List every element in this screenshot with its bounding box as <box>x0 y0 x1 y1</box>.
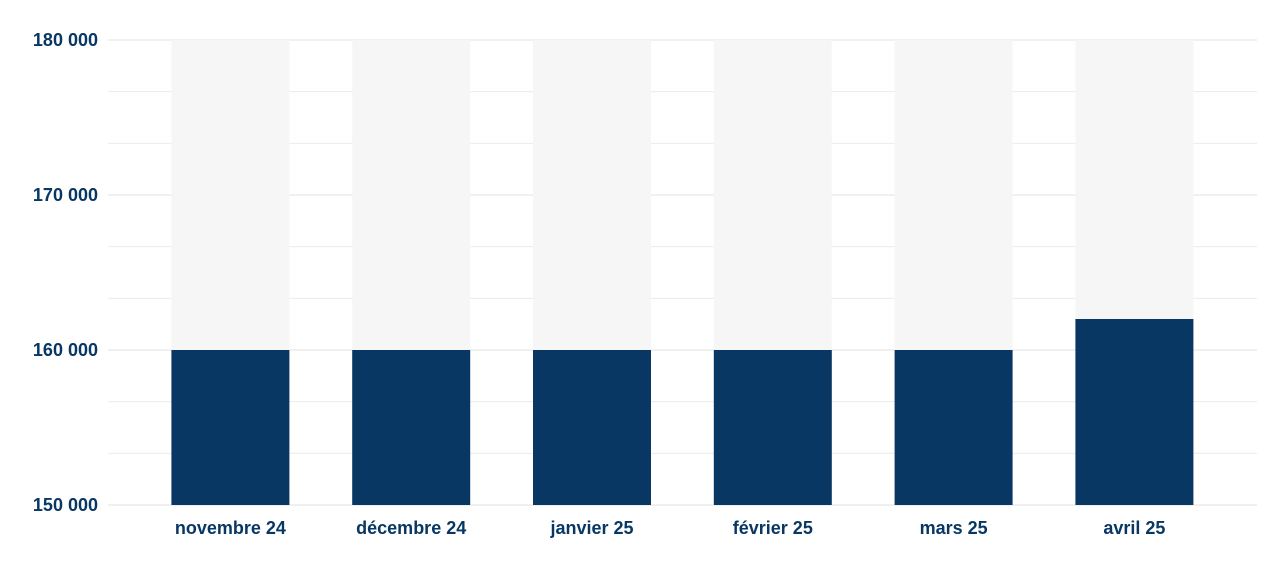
x-tick-label: janvier 25 <box>549 518 633 538</box>
x-axis-category-labels: novembre 24 décembre 24 janvier 25 février … <box>175 518 1166 538</box>
grid-lines <box>108 39 1257 506</box>
bar <box>352 350 471 505</box>
y-tick-label: 160 000 <box>33 340 98 360</box>
bar <box>1075 319 1194 505</box>
y-tick-label: 170 000 <box>33 185 98 205</box>
bar <box>533 350 651 505</box>
bars <box>171 319 1194 505</box>
y-tick-label: 150 000 <box>33 495 98 515</box>
x-tick-label: mars 25 <box>920 518 988 538</box>
bar <box>171 350 290 505</box>
x-tick-label: décembre 24 <box>356 518 466 538</box>
bar <box>713 350 832 505</box>
bar <box>894 350 1013 505</box>
y-tick-label: 180 000 <box>33 30 98 50</box>
x-tick-label: novembre 24 <box>175 518 286 538</box>
x-tick-label: février 25 <box>733 518 813 538</box>
x-tick-label: avril 25 <box>1103 518 1165 538</box>
y-axis-tick-labels: 150 000 160 000 170 000 180 000 <box>33 30 98 515</box>
bar-backgrounds <box>171 40 1194 505</box>
